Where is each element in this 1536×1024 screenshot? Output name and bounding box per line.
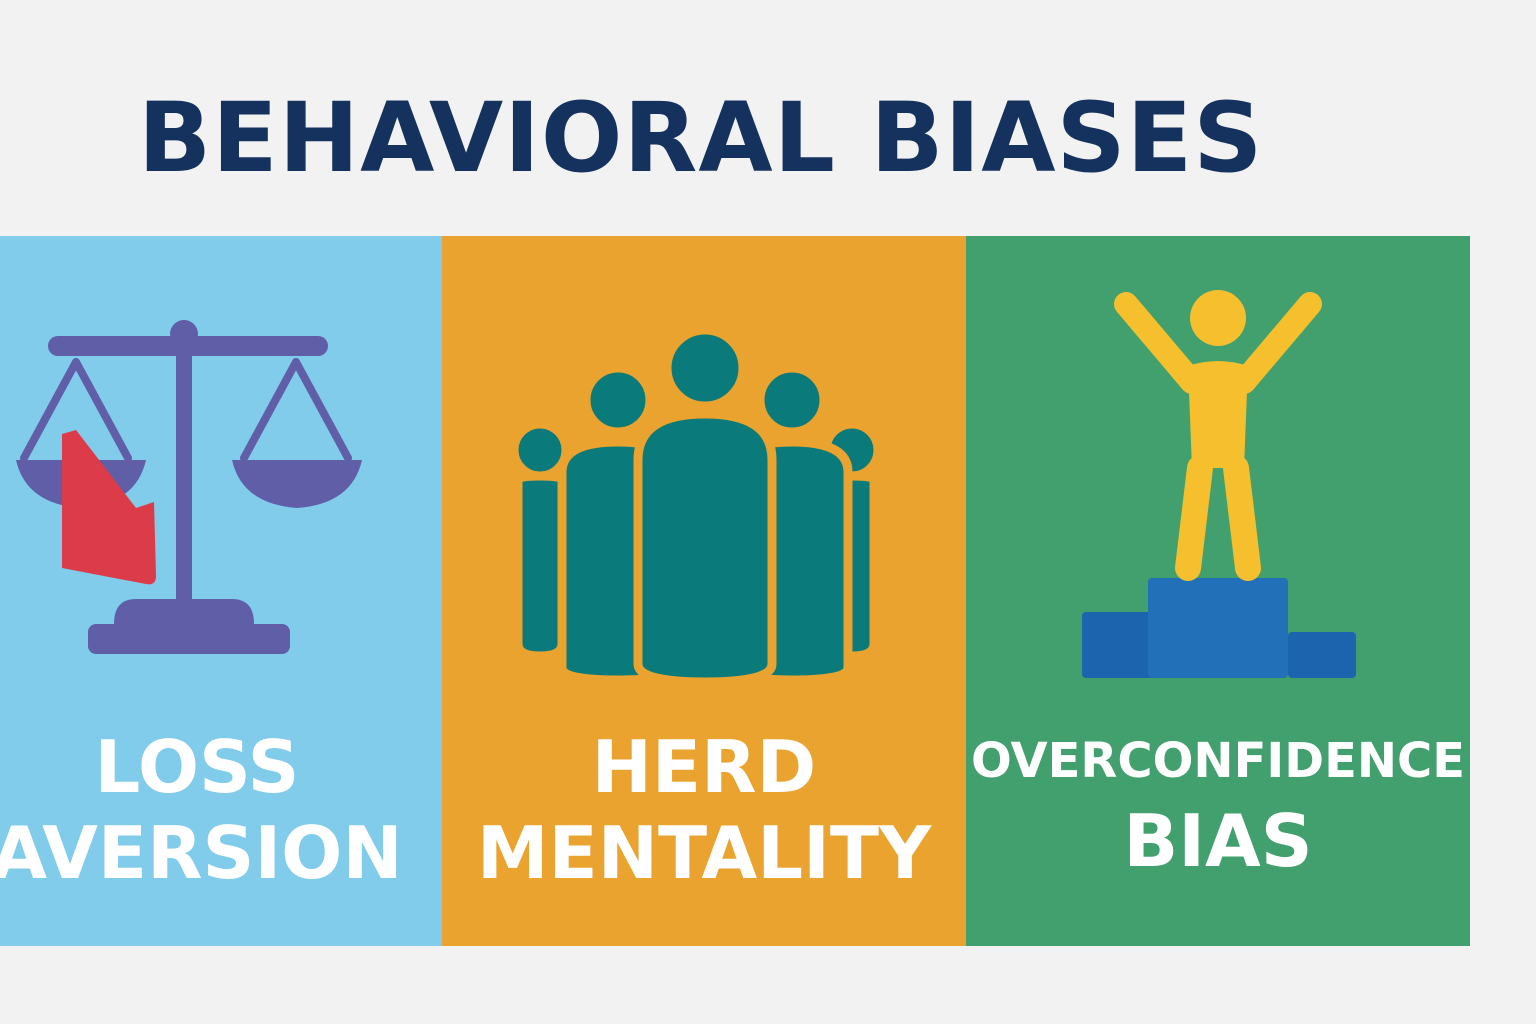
podium-icon [1082, 578, 1356, 678]
label-line: AVERSION [0, 811, 403, 895]
crowd-icon [509, 325, 883, 687]
balance-scale-icon [16, 320, 362, 654]
overconfidence-bias-panel: OVERCONFIDENCE BIAS [966, 236, 1470, 946]
label-line: OVERCONFIDENCE [970, 733, 1466, 789]
label-line: MENTALITY [476, 811, 932, 895]
page-title: BEHAVIORAL BIASES [138, 82, 1264, 194]
label-line: HERD [591, 725, 817, 809]
overconfidence-bias-label: OVERCONFIDENCE BIAS [966, 724, 1470, 884]
herd-mentality-label: HERD MENTALITY [442, 724, 966, 896]
podium-winner-icon [1082, 290, 1356, 678]
loss-flag-icon [62, 430, 156, 585]
herd-mentality-panel: HERD MENTALITY [442, 236, 966, 946]
loss-aversion-panel: LOSS AVERSION [0, 236, 442, 946]
label-line: LOSS [94, 725, 300, 809]
winner-person-icon [1114, 290, 1322, 581]
label-line: BIAS [1123, 799, 1313, 883]
loss-aversion-label: LOSS AVERSION [0, 724, 418, 896]
